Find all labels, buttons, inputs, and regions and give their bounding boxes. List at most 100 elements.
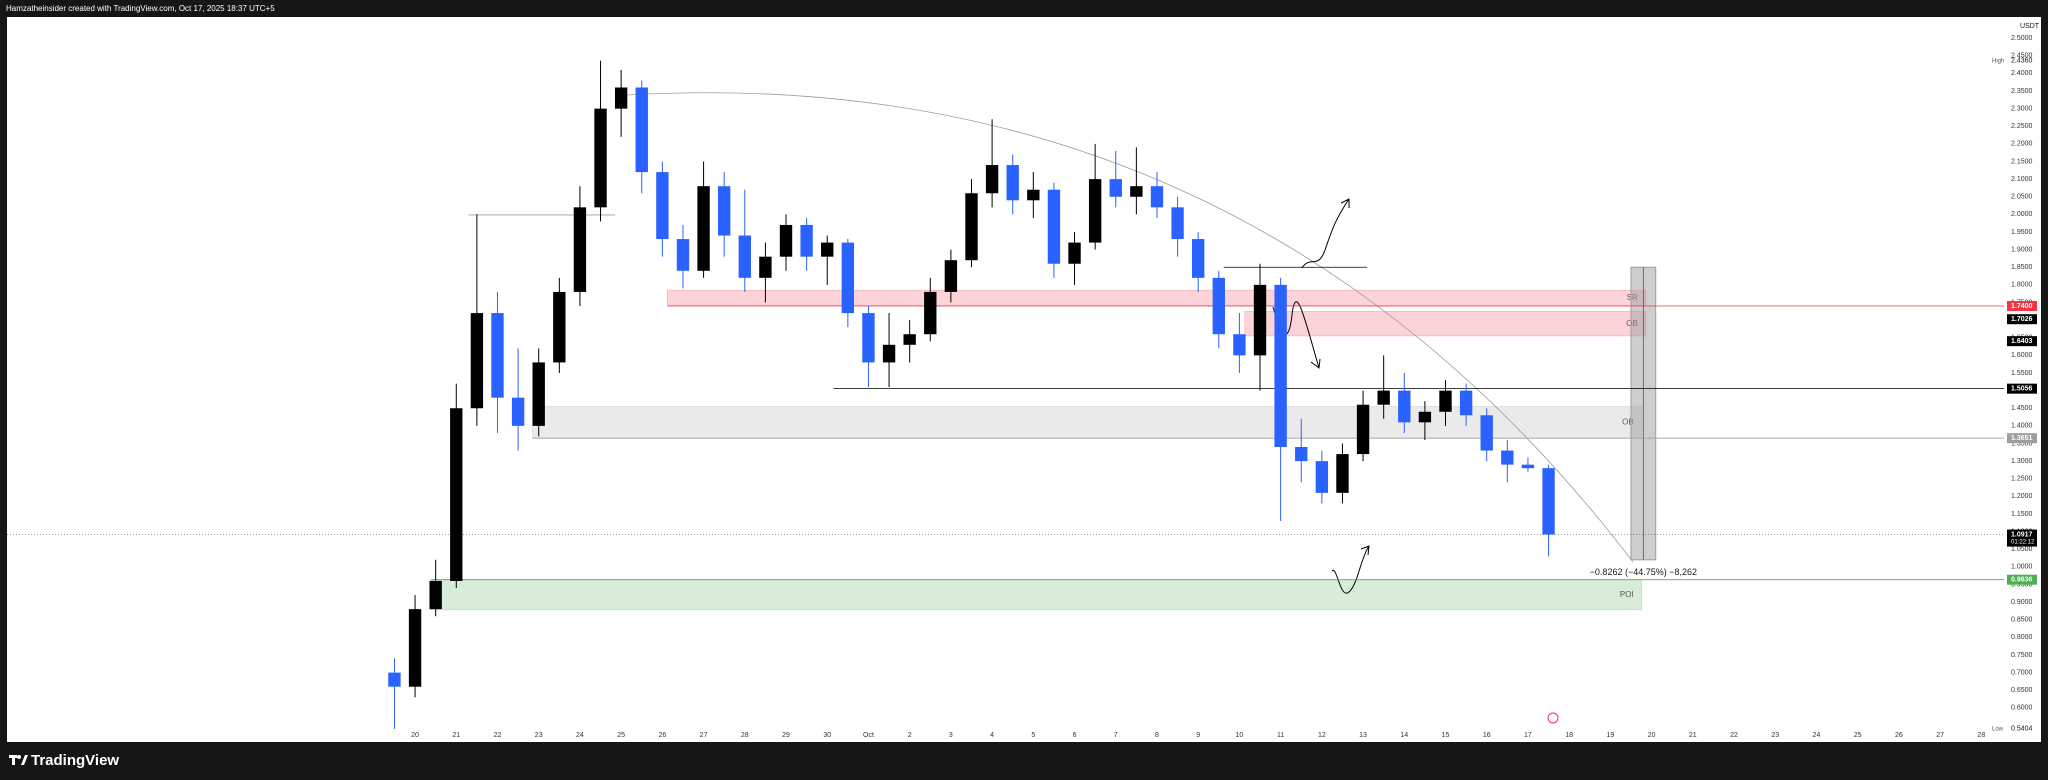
header-text: Hamzatheinsider created with TradingView… (6, 4, 275, 13)
x-tick-label: 12 (1318, 732, 1326, 739)
candle-body (924, 291, 937, 335)
footer-brand: TradingView (31, 752, 119, 769)
x-tick-label: 13 (1359, 732, 1367, 739)
countdown: 01:22:12 (2011, 540, 2035, 546)
arrow (1331, 545, 1370, 594)
candle-body (491, 313, 504, 398)
candle-body (697, 186, 710, 271)
x-tick-label: 22 (494, 732, 502, 739)
x-tick-label: 20 (411, 732, 419, 739)
candle-body (1006, 165, 1019, 201)
x-tick-label: 15 (1442, 732, 1450, 739)
logo-part (17, 755, 21, 759)
zone (532, 406, 1642, 439)
x-tick-label: 29 (782, 732, 790, 739)
candle-body (408, 609, 422, 687)
y-tick-label: 0.9500 (2011, 581, 2033, 588)
candle-body (1521, 464, 1535, 469)
y-tick-label: 1.9000 (2011, 246, 2033, 253)
x-tick-label: 17 (1524, 732, 1532, 739)
candle-body (1418, 411, 1432, 423)
y-tick-label: 0.7000 (2011, 669, 2033, 676)
candle-body (1480, 415, 1493, 451)
x-tick-label: 30 (823, 732, 831, 739)
candle-body (1171, 207, 1184, 240)
x-tick-label: 24 (1813, 732, 1821, 739)
candle-body (470, 313, 484, 409)
x-tick-label: 8 (1155, 732, 1159, 739)
y-tick-label: 2.2500 (2011, 123, 2033, 130)
candle-body (1377, 390, 1390, 405)
price-label-bg (2007, 574, 2037, 585)
candle-body (635, 87, 648, 173)
x-tick-label: 26 (1895, 732, 1903, 739)
x-tick-label: 25 (1854, 732, 1862, 739)
candle-body (1274, 284, 1287, 448)
candle-body (841, 242, 855, 314)
candle-body (1130, 186, 1143, 197)
y-tick-label: 2.4500 (2011, 53, 2033, 60)
x-tick-label: 21 (1689, 732, 1697, 739)
y-tick-label: 1.2000 (2011, 493, 2033, 500)
x-tick-label: 10 (1236, 732, 1244, 739)
candle-body (614, 87, 628, 109)
y-tick-label: 2.5000 (2011, 35, 2033, 42)
x-tick-label: 20 (1648, 732, 1656, 739)
y-tick-label: 1.8000 (2011, 282, 2033, 289)
candle-body (656, 172, 669, 240)
candle-body (1542, 468, 1555, 535)
x-tick-label: 7 (1114, 732, 1118, 739)
candle-body (388, 672, 401, 687)
extreme-name: High (1992, 58, 2004, 64)
arc-drawing (626, 92, 1634, 563)
y-tick-label: 0.7500 (2011, 652, 2033, 659)
candle-body (821, 242, 834, 257)
x-tick-label: 11 (1277, 732, 1284, 739)
price-label-bg (2007, 336, 2037, 347)
extreme-value: 0.5404 (2011, 726, 2033, 733)
x-tick-label: 4 (990, 732, 994, 739)
candle-body (676, 239, 690, 271)
price-label: 1.6403 (2011, 338, 2033, 345)
y-tick-label: 0.6500 (2011, 687, 2033, 694)
y-tick-label: 1.8500 (2011, 264, 2033, 271)
candle-body (1088, 179, 1102, 243)
y-tick-label: 1.4000 (2011, 423, 2033, 430)
y-tick-label: 2.4000 (2011, 70, 2033, 77)
zone-label: OB (1622, 417, 1634, 426)
y-tick-label: 2.0500 (2011, 194, 2033, 201)
y-tick-label: 1.2500 (2011, 476, 2033, 483)
candle-body (862, 313, 875, 363)
price-label-bg (2007, 383, 2037, 394)
candle-body (965, 193, 978, 261)
logo-part (12, 755, 15, 765)
y-tick-label: 0.9000 (2011, 599, 2033, 606)
candle-body (1356, 404, 1370, 455)
candle-body (985, 165, 999, 194)
x-tick-label: 27 (700, 732, 708, 739)
logo-part (21, 755, 28, 765)
y-tick-label: 0.8500 (2011, 617, 2033, 624)
candle-body (738, 235, 751, 278)
price-label-bg (2007, 301, 2037, 312)
x-tick-label: 22 (1730, 732, 1738, 739)
x-tick-label: Oct (863, 732, 874, 739)
candle-body (779, 224, 793, 257)
candle-body (1253, 284, 1267, 356)
y-tick-label: 1.3500 (2011, 440, 2033, 447)
candle-body (718, 186, 731, 236)
event-icon (1547, 712, 1559, 724)
candle-body (1336, 454, 1349, 493)
x-tick-label: 26 (658, 732, 666, 739)
measure-label: −0.8262 (−44.75%) −8,262 (1590, 567, 1697, 577)
candle-body (1439, 390, 1452, 412)
footer-logo (9, 755, 28, 765)
y-tick-label: 2.0000 (2011, 211, 2033, 218)
zone-label: POI (1620, 590, 1634, 599)
x-tick-label: 23 (535, 732, 543, 739)
candle-body (1068, 242, 1081, 264)
y-tick-label: 1.6000 (2011, 352, 2033, 359)
zone (430, 579, 1642, 611)
